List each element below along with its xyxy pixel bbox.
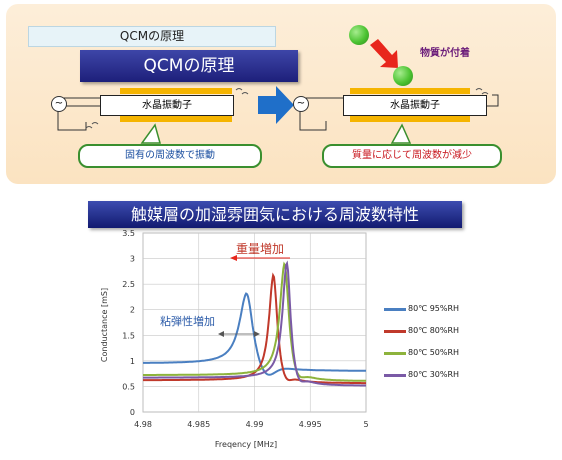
series-line-1 [143, 292, 366, 376]
right-ac-source-icon: ~ [293, 96, 309, 112]
viscoelastic-arrowhead-right-icon [254, 331, 260, 337]
series-line-2 [143, 272, 366, 385]
x-tick-label: 4.98 [134, 420, 152, 429]
x-tick-label: 4.995 [299, 420, 322, 429]
conductance-chart: 0 0.5 1 1.5 2 2.5 3 3.5 4.98 4.985 4.99 4.995 5 重量増加… [100, 229, 369, 449]
viscoelastic-arrowhead-left-icon [218, 331, 224, 337]
x-tick-label: 4.985 [187, 420, 210, 429]
x-axis-label: Freqency [MHz] [215, 440, 277, 449]
y-tick-label: 0 [130, 408, 135, 417]
y-tick-label: 2 [130, 306, 135, 315]
vibration-mark-right2 [475, 88, 489, 95]
adsorbing-particle-icon [349, 25, 369, 45]
y-tick-label: 1 [130, 357, 135, 366]
series-line-4 [143, 260, 366, 387]
left-crystal: 水晶振動子 [100, 95, 234, 116]
x-tick-label: 5 [363, 420, 368, 429]
legend-label: 80℃ 30%RH [408, 370, 460, 379]
vibration-mark-left [85, 122, 99, 129]
x-tick-label: 4.99 [246, 420, 264, 429]
mass-attached-label: 物質が付着 [420, 48, 470, 59]
frequency-decrease-note: 質量に応じて周波数が減少 [322, 144, 502, 168]
vibration-mark-right [235, 88, 249, 95]
weight-increase-label: 重量増加 [236, 242, 284, 256]
y-axis-label: Conductance [mS] [100, 288, 109, 362]
chart-series [143, 260, 367, 387]
y-tick-label: 3 [130, 255, 135, 264]
right-crystal: 水晶振動子 [343, 95, 487, 116]
right-circuit-wire-2 [485, 94, 499, 107]
mass-arrow-icon [370, 39, 398, 68]
qcm-principle-banner: QCMの原理 [80, 50, 298, 82]
legend-swatch [384, 352, 406, 355]
legend-label: 80℃ 50%RH [408, 348, 460, 357]
process-arrow-icon [258, 86, 294, 124]
y-tick-label: 2.5 [122, 280, 135, 289]
viscoelastic-increase-label: 粘弾性増加 [160, 314, 215, 328]
left-ac-source-icon: ~ [51, 96, 67, 112]
left-top-electrode [120, 88, 232, 94]
section-title: 触媒層の加湿雰囲気における周波数特性 [88, 201, 462, 228]
chart-axes: 0 0.5 1 1.5 2 2.5 3 3.5 4.98 4.985 4.99 4.995 5 [122, 229, 368, 429]
attached-particle-icon [393, 66, 413, 86]
legend-swatch [384, 308, 406, 311]
weight-increase-arrowhead-icon [230, 255, 237, 261]
qcm-principle-label: QCMの原理 [28, 26, 276, 47]
y-tick-label: 3.5 [122, 229, 135, 238]
right-note-pointer [390, 123, 412, 144]
y-tick-label: 0.5 [122, 382, 135, 391]
legend-swatch [384, 330, 406, 333]
left-note-pointer [140, 123, 161, 144]
right-top-electrode [350, 88, 470, 94]
right-bottom-electrode [350, 116, 470, 122]
left-bottom-electrode [120, 116, 232, 122]
y-tick-label: 1.5 [122, 331, 135, 340]
right-circuit-wire [299, 97, 343, 131]
natural-frequency-note: 固有の周波数で振動 [78, 144, 262, 168]
legend-label: 80℃ 95%RH [408, 304, 460, 313]
legend-label: 80℃ 80%RH [408, 326, 460, 335]
legend-swatch [384, 374, 406, 377]
series-line-3 [143, 261, 367, 382]
